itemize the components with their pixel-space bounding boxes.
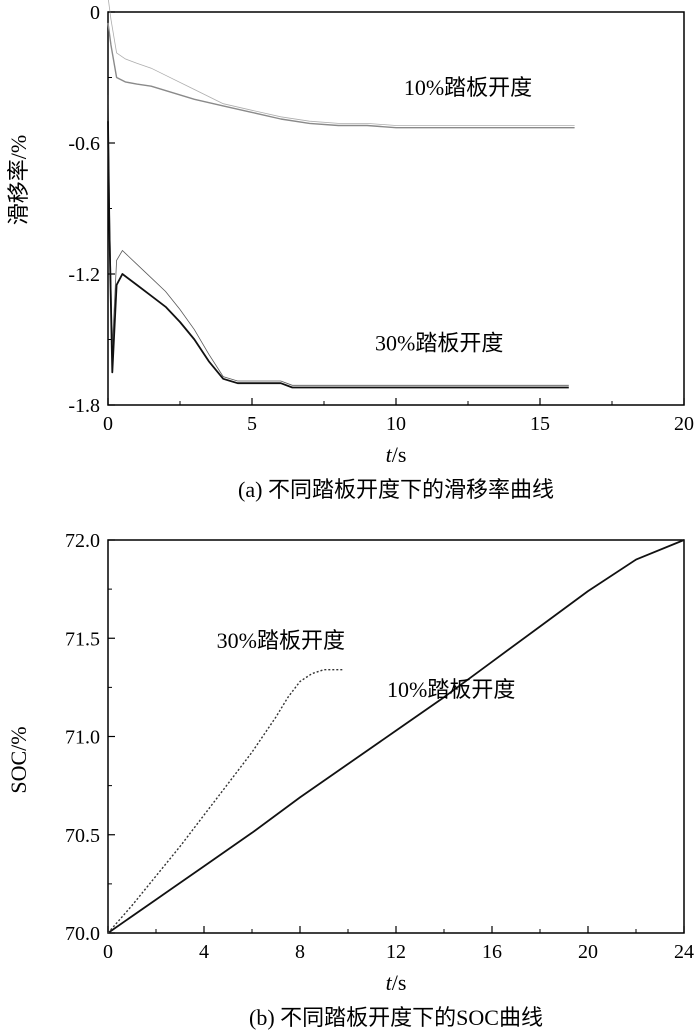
x-tick-label: 15 bbox=[530, 413, 550, 435]
x-tick-label: 8 bbox=[295, 941, 305, 963]
annotations-a: 10%踏板开度 30%踏板开度 bbox=[375, 75, 532, 355]
x-tick-label: 12 bbox=[386, 941, 406, 963]
x-axis-label-a-unit: /s bbox=[392, 442, 407, 467]
series-annotation-1: 30%踏板开度 bbox=[375, 330, 503, 355]
x-tick-label: 0 bbox=[103, 941, 113, 963]
x-axis-label-b-var: t bbox=[386, 970, 393, 995]
caption-b: (b) 不同踏板开度下的SOC曲线 bbox=[249, 1005, 543, 1030]
y-tick-label: 70.0 bbox=[65, 923, 100, 945]
x-tick-label: 5 bbox=[247, 413, 257, 435]
x-tick-label: 10 bbox=[386, 413, 406, 435]
series-annotation-1: 10%踏板开度 bbox=[387, 677, 515, 702]
x-tick-label: 20 bbox=[674, 413, 694, 435]
x-tick-label: 0 bbox=[103, 413, 113, 435]
x-axis-label-a: t/s bbox=[386, 442, 407, 467]
x-axis-label-b: t/s bbox=[386, 970, 407, 995]
x-tick-label: 20 bbox=[578, 941, 598, 963]
y-axis-label-b: SOC/% bbox=[6, 726, 31, 793]
x-axis-label-b-unit: /s bbox=[392, 970, 407, 995]
series-b bbox=[107, 539, 685, 934]
series-band-0 bbox=[108, 0, 575, 126]
y-tick-label: 71.0 bbox=[65, 727, 100, 749]
x-axis-label-a-var: t bbox=[386, 442, 393, 467]
y-tick-label: -1.2 bbox=[68, 264, 100, 286]
y-tick-label: 0 bbox=[90, 2, 100, 24]
x-tick-label: 16 bbox=[482, 941, 502, 963]
series-annotation-0: 10%踏板开度 bbox=[404, 75, 532, 100]
series-line-1 bbox=[107, 669, 344, 934]
ticks-a: 0 5 10 15 20 0 -0.6 -1.2 -1.8 bbox=[68, 2, 694, 435]
y-tick-label: -0.6 bbox=[68, 133, 100, 155]
chart-soc: 0 4 8 12 16 20 24 70.0 70.5 71.0 71.5 72.0 30%踏板开度 1… bbox=[6, 530, 694, 1030]
y-tick-label: 70.5 bbox=[65, 825, 100, 847]
caption-a: (a) 不同踏板开度下的滑移率曲线 bbox=[238, 477, 554, 502]
series-band-1 bbox=[107, 94, 569, 386]
plot-frame-b bbox=[107, 539, 685, 934]
ticks-b: 0 4 8 12 16 20 24 70.0 70.5 71.0 71.5 72.0 bbox=[65, 530, 694, 963]
x-tick-label: 24 bbox=[674, 941, 694, 963]
series-line-0 bbox=[107, 22, 575, 129]
series-a bbox=[107, 0, 575, 389]
x-tick-label: 4 bbox=[199, 941, 209, 963]
series-line-0 bbox=[107, 539, 685, 934]
series-annotation-0: 30%踏板开度 bbox=[217, 628, 345, 653]
y-tick-label: 71.5 bbox=[65, 628, 100, 650]
series-line-1 bbox=[107, 121, 569, 389]
y-axis-label-a: 滑移率/% bbox=[6, 135, 31, 225]
chart-slip-rate: 0 5 10 15 20 0 -0.6 -1.2 -1.8 10%踏板开度 30%踏板开度 滑移率… bbox=[6, 0, 694, 502]
y-tick-label: -1.8 bbox=[68, 395, 100, 417]
annotations-b: 30%踏板开度 10%踏板开度 bbox=[217, 628, 516, 702]
y-tick-label: 72.0 bbox=[65, 530, 100, 552]
